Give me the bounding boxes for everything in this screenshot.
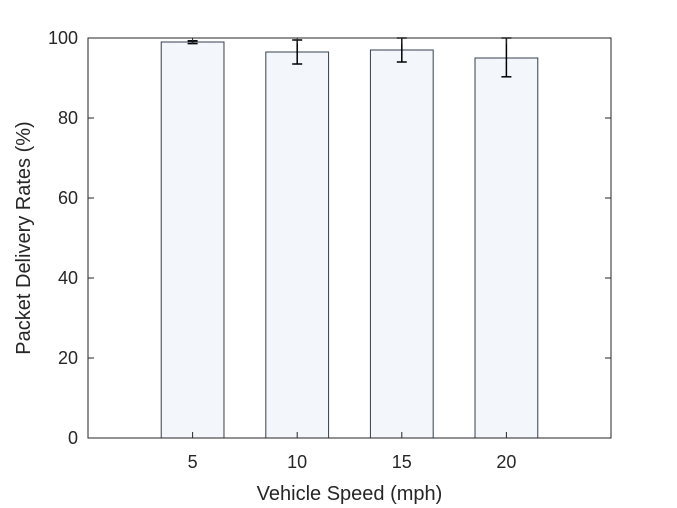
y-tick-label-60: 60	[58, 188, 78, 208]
x-tick-label-15: 15	[392, 452, 412, 472]
x-tick-labels: 5 10 15 20	[188, 452, 517, 472]
bar-10	[265, 51, 330, 439]
bar-20	[474, 57, 539, 439]
plot-frame	[87, 37, 612, 439]
x-axis-label: Vehicle Speed (mph)	[257, 483, 443, 505]
x-tick-label-10: 10	[287, 452, 307, 472]
y-tick-label-100: 100	[48, 28, 78, 48]
y-axis-label: Packet Delivery Rates (%)	[13, 121, 35, 354]
bar-15	[369, 49, 434, 439]
y-tick-labels: 0 20 40 60 80 100	[48, 28, 78, 448]
bar-5	[160, 41, 225, 439]
y-tick-label-80: 80	[58, 108, 78, 128]
y-tick-label-20: 20	[58, 348, 78, 368]
x-tick-label-20: 20	[496, 452, 516, 472]
y-tick-label-40: 40	[58, 268, 78, 288]
x-tick-label-5: 5	[188, 452, 198, 472]
y-tick-label-0: 0	[68, 428, 78, 448]
